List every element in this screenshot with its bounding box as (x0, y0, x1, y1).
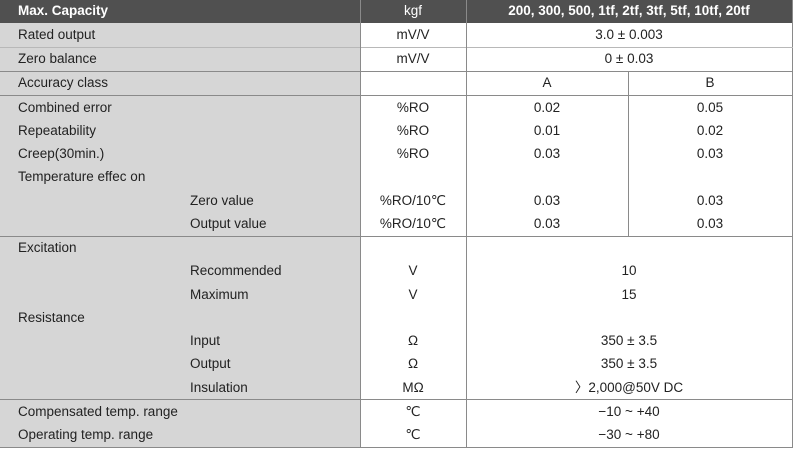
value-class-b: 0.03 (696, 192, 724, 208)
row-unit (360, 306, 467, 330)
table-row: Excitation (0, 235, 793, 260)
row-unit: V (360, 259, 467, 284)
row-unit: %RO (360, 95, 467, 120)
row-label: Output (0, 352, 361, 377)
table-row: Input Ω 350 ± 3.5 (0, 329, 792, 353)
row-unit: mV/V (360, 46, 467, 72)
sub-label: Output value (190, 215, 267, 231)
table-row: Accuracy class A B (0, 70, 793, 96)
row-value: 350 ± 3.5 (600, 356, 658, 372)
row-unit: mV/V (360, 23, 467, 48)
sub-label: Insulation (190, 379, 248, 395)
value-class-a: 0.03 (466, 142, 629, 166)
row-label: Excitation (0, 235, 361, 260)
row-label: Creep(30min.) (0, 142, 361, 166)
row-label: Recommended (0, 259, 361, 284)
table-row: Rated output mV/V 3.0 ± 0.003 (0, 23, 792, 48)
header-capacities: 200, 300, 500, 1tf, 2tf, 3tf, 5tf, 10tf,… (466, 0, 793, 24)
row-unit (360, 70, 467, 96)
value-class-b (628, 166, 792, 189)
row-unit: %RO/10℃ (360, 189, 467, 213)
table-row: Compensated temp. range ℃ −10 ~ +40 (0, 399, 793, 424)
row-value (466, 306, 792, 329)
header-label: Max. Capacity (0, 0, 361, 24)
row-label: Maximum (0, 283, 361, 307)
sub-label: Input (190, 333, 221, 349)
value-class-a: 0.03 (466, 212, 629, 237)
value-class-b: 0.02 (696, 122, 724, 138)
table-row: Maximum V 15 (0, 283, 792, 307)
sub-label: Maximum (190, 286, 249, 302)
sub-label: Output (190, 356, 231, 372)
table-row: Operating temp. range ℃ −30 ~ +80 (0, 423, 793, 448)
table-row: Output value %RO/10℃ 0.03 0.03 (0, 212, 792, 237)
table-header-row: Max. Capacity kgf 200, 300, 500, 1tf, 2t… (0, 0, 793, 24)
table-row: Repeatability %RO 0.01 0.02 (0, 119, 792, 143)
row-label: Accuracy class (0, 70, 361, 96)
table-row: Insulation MΩ 〉2,000@50V DC (0, 376, 792, 400)
row-label: Combined error (0, 95, 361, 120)
row-label: Rated output (0, 23, 361, 48)
accuracy-class-b: B (628, 70, 793, 96)
value-class-a (466, 165, 629, 190)
row-unit: ℃ (360, 423, 467, 448)
row-value: 0 ± 0.03 (466, 46, 793, 72)
row-value: 10 (621, 263, 637, 279)
row-label: Compensated temp. range (0, 399, 361, 424)
table-row: Zero balance mV/V 0 ± 0.03 (0, 46, 793, 72)
table-row: Zero value %RO/10℃ 0.03 0.03 (0, 189, 792, 213)
table-row: Output Ω 350 ± 3.5 (0, 352, 792, 377)
table-row: Resistance (0, 306, 792, 330)
row-label: Output value (0, 212, 361, 237)
value-class-b: 0.03 (696, 146, 724, 162)
row-value: 15 (621, 286, 637, 302)
sub-label: Zero value (190, 192, 254, 208)
row-label: Zero value (0, 189, 361, 213)
row-unit: MΩ (360, 376, 467, 400)
value-class-a: 0.02 (466, 95, 629, 120)
table-row: Temperature effec on (0, 165, 792, 190)
value-class-b: 0.05 (628, 95, 793, 120)
row-unit (360, 165, 467, 190)
table-row: Recommended V 10 (0, 259, 792, 284)
row-unit: Ω (360, 352, 467, 377)
row-value: 3.0 ± 0.003 (595, 26, 663, 42)
table-row: Combined error %RO 0.02 0.05 (0, 95, 793, 120)
row-unit (360, 235, 467, 260)
row-unit: Ω (360, 329, 467, 353)
row-label: Resistance (0, 306, 361, 330)
row-value: 〉2,000@50V DC (574, 379, 684, 395)
row-value (466, 235, 793, 260)
row-unit: %RO/10℃ (360, 212, 467, 237)
row-label: Zero balance (0, 46, 361, 72)
sub-label: Recommended (190, 263, 282, 279)
row-label: Temperature effec on (0, 165, 361, 190)
row-value: 350 ± 3.5 (600, 333, 658, 349)
row-label: Insulation (0, 376, 361, 400)
value-class-a: 0.03 (466, 189, 629, 213)
row-unit: ℃ (360, 399, 467, 424)
row-unit: %RO (360, 142, 467, 166)
row-label: Input (0, 329, 361, 353)
table-row: Creep(30min.) %RO 0.03 0.03 (0, 142, 792, 166)
row-label: Operating temp. range (0, 423, 361, 448)
accuracy-class-a: A (466, 70, 629, 96)
row-unit: %RO (360, 119, 467, 143)
value-class-a: 0.01 (466, 119, 629, 143)
row-value: −30 ~ +80 (466, 423, 793, 448)
row-unit: V (360, 283, 467, 307)
row-label: Repeatability (0, 119, 361, 143)
value-class-b: 0.03 (696, 215, 724, 231)
header-unit: kgf (360, 0, 467, 24)
row-value: −10 ~ +40 (466, 399, 793, 424)
